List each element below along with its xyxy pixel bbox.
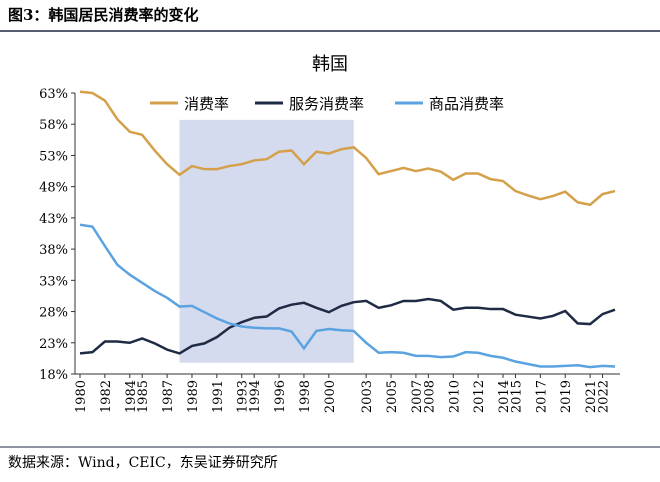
y-tick-label: 28% — [39, 306, 68, 321]
x-tick-label: 1984 — [124, 380, 139, 413]
x-tick-label: 2000 — [323, 380, 338, 413]
x-tick-label: 2003 — [360, 380, 375, 413]
x-tick-label: 2014 — [497, 380, 512, 413]
x-tick-label: 1994 — [248, 380, 263, 413]
legend-label: 服务消费率 — [289, 95, 364, 113]
x-tick-label: 2022 — [597, 380, 612, 413]
x-tick-label: 1982 — [99, 380, 114, 413]
series-line — [79, 297, 616, 355]
y-tick-label: 58% — [39, 118, 68, 133]
x-tick-label: 1996 — [273, 380, 288, 413]
x-tick-label: 1998 — [298, 380, 313, 413]
x-tick-label: 1989 — [186, 380, 201, 413]
x-tick-label: 1991 — [211, 380, 226, 413]
x-tick-label: 2005 — [385, 380, 400, 413]
y-tick-label: 33% — [39, 274, 68, 289]
x-tick-label: 2019 — [559, 380, 574, 413]
series-line — [79, 90, 616, 207]
legend-label: 商品消费率 — [429, 95, 504, 113]
x-tick-label: 2015 — [509, 380, 524, 413]
x-tick-label: 1987 — [161, 380, 176, 413]
x-tick-label: 2008 — [422, 380, 437, 413]
y-tick-label: 63% — [39, 87, 68, 102]
x-tick-label: 2017 — [534, 380, 549, 413]
y-tick-label: 48% — [39, 181, 68, 196]
y-tick-label: 53% — [39, 149, 68, 164]
x-tick-label: 2021 — [584, 380, 599, 413]
x-tick-label: 1993 — [236, 380, 251, 413]
y-tick-label: 38% — [39, 243, 68, 258]
x-tick-label: 1985 — [136, 380, 151, 413]
legend-label: 消费率 — [184, 95, 229, 113]
y-tick-label: 23% — [39, 337, 68, 352]
y-tick-label: 18% — [39, 368, 68, 383]
highlight-band — [179, 119, 354, 363]
x-tick-label: 2010 — [447, 380, 462, 413]
source-note: 数据来源：Wind，CEIC，东吴证券研究所 — [8, 455, 278, 471]
x-tick-label: 1980 — [74, 380, 89, 413]
chart-title: 韩国 — [312, 54, 348, 75]
series-line — [79, 223, 616, 369]
x-tick-label: 2012 — [472, 380, 487, 413]
figure-header: 图3：韩国居民消费率的变化 — [8, 6, 198, 24]
y-tick-label: 43% — [39, 212, 68, 227]
x-tick-label: 2007 — [410, 380, 425, 413]
